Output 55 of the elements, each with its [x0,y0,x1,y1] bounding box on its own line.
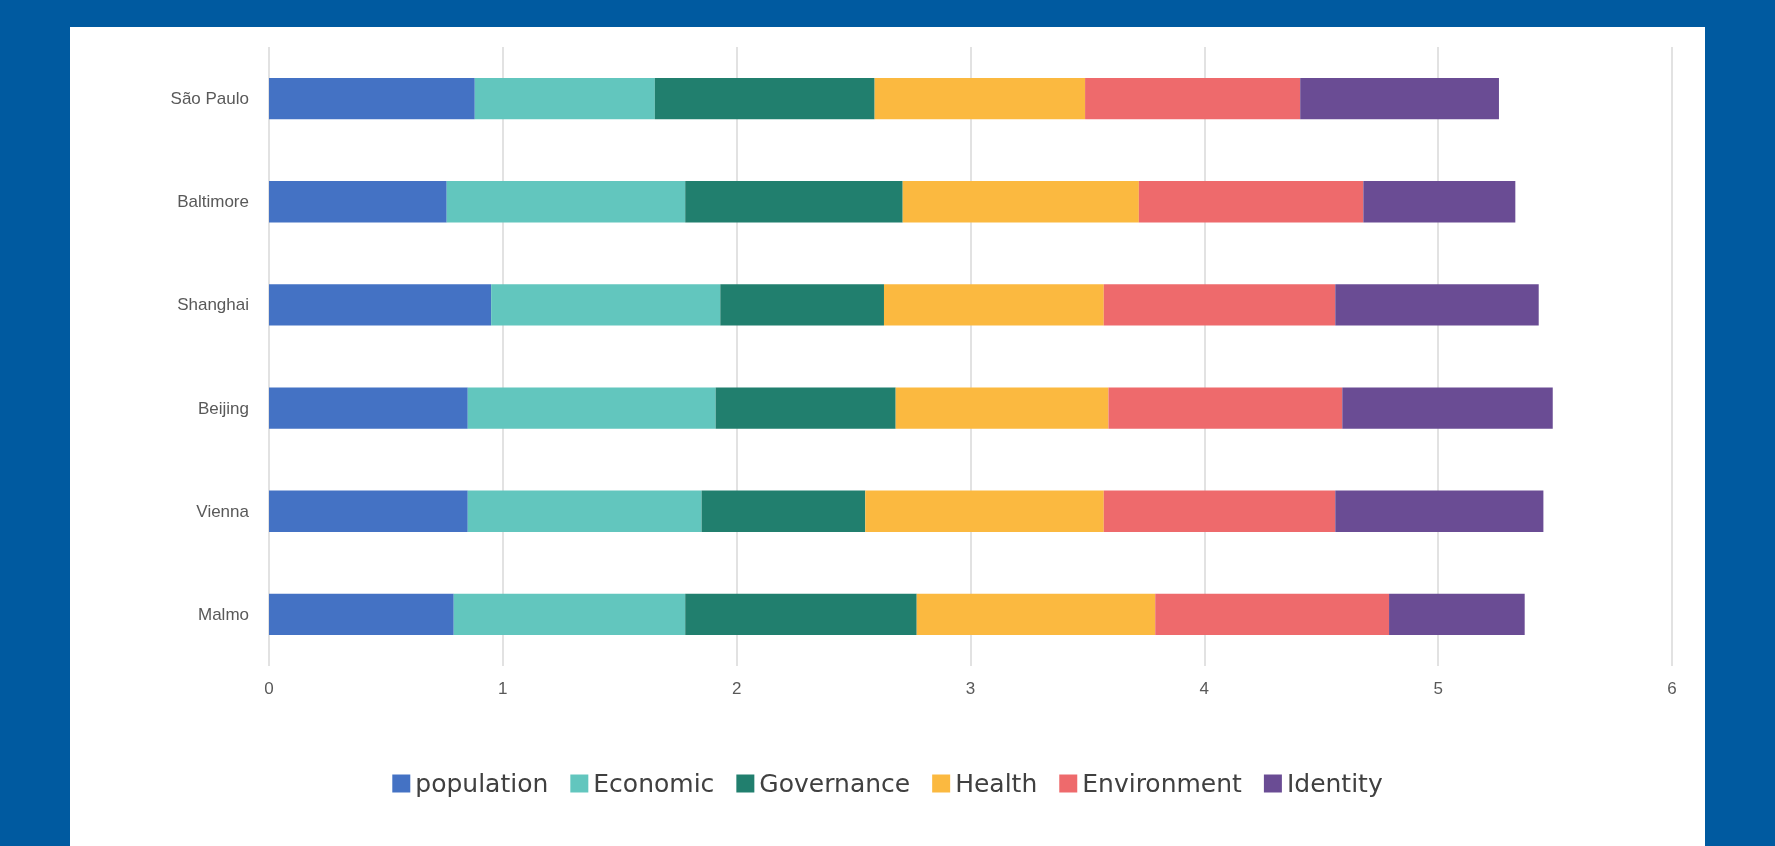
bar [685,593,917,636]
bar [685,181,903,223]
bar [446,181,686,223]
bar [1389,593,1525,636]
bar [269,490,468,532]
bar [883,284,1104,326]
y-tick-label: Baltimore [177,192,249,212]
bar [1103,490,1336,532]
bar [1335,490,1544,532]
bar [874,77,1086,120]
legend-label: Economic [593,769,715,798]
bar [902,181,1139,223]
x-tick-label: 1 [498,679,508,698]
legend-label: Health [955,769,1038,798]
bar [269,181,447,223]
y-tick-label: Beijing [197,398,249,418]
bar [467,490,702,532]
y-tick-label: Vienna [196,501,250,521]
bar [1155,593,1390,636]
bar [1363,181,1516,223]
bar [1085,77,1301,120]
legend-label: Identity [1286,769,1383,798]
x-tick-label: 5 [1433,679,1443,698]
x-tick-label: 4 [1199,679,1210,698]
bar [269,387,468,429]
bar [654,77,875,120]
x-tick-label: 6 [1667,679,1677,698]
bar [1335,284,1539,326]
bar [453,593,686,636]
bar [895,387,1109,429]
bar [715,387,896,429]
x-tick-label: 2 [731,679,742,698]
bar [1103,284,1336,326]
bar [1138,181,1364,223]
bar [1300,77,1499,120]
y-tick-label: Malmo [197,604,249,624]
bar [491,284,721,326]
bar [720,284,884,326]
bar [269,284,492,326]
bar [467,387,716,429]
bar [1108,387,1343,429]
bar [865,490,1104,532]
bar [269,593,454,636]
legend-label: population [415,769,549,798]
bar [474,77,655,120]
y-tick-label: São Paulo [170,89,249,109]
bar [701,490,866,532]
legend-label: Environment [1082,769,1243,798]
bar [269,77,475,120]
x-tick-label: 0 [264,679,274,698]
y-tick-label: Shanghai [177,295,249,315]
legend-label: Governance [759,769,911,798]
bar [916,593,1156,636]
x-tick-label: 3 [965,679,976,698]
bar [1342,387,1553,429]
